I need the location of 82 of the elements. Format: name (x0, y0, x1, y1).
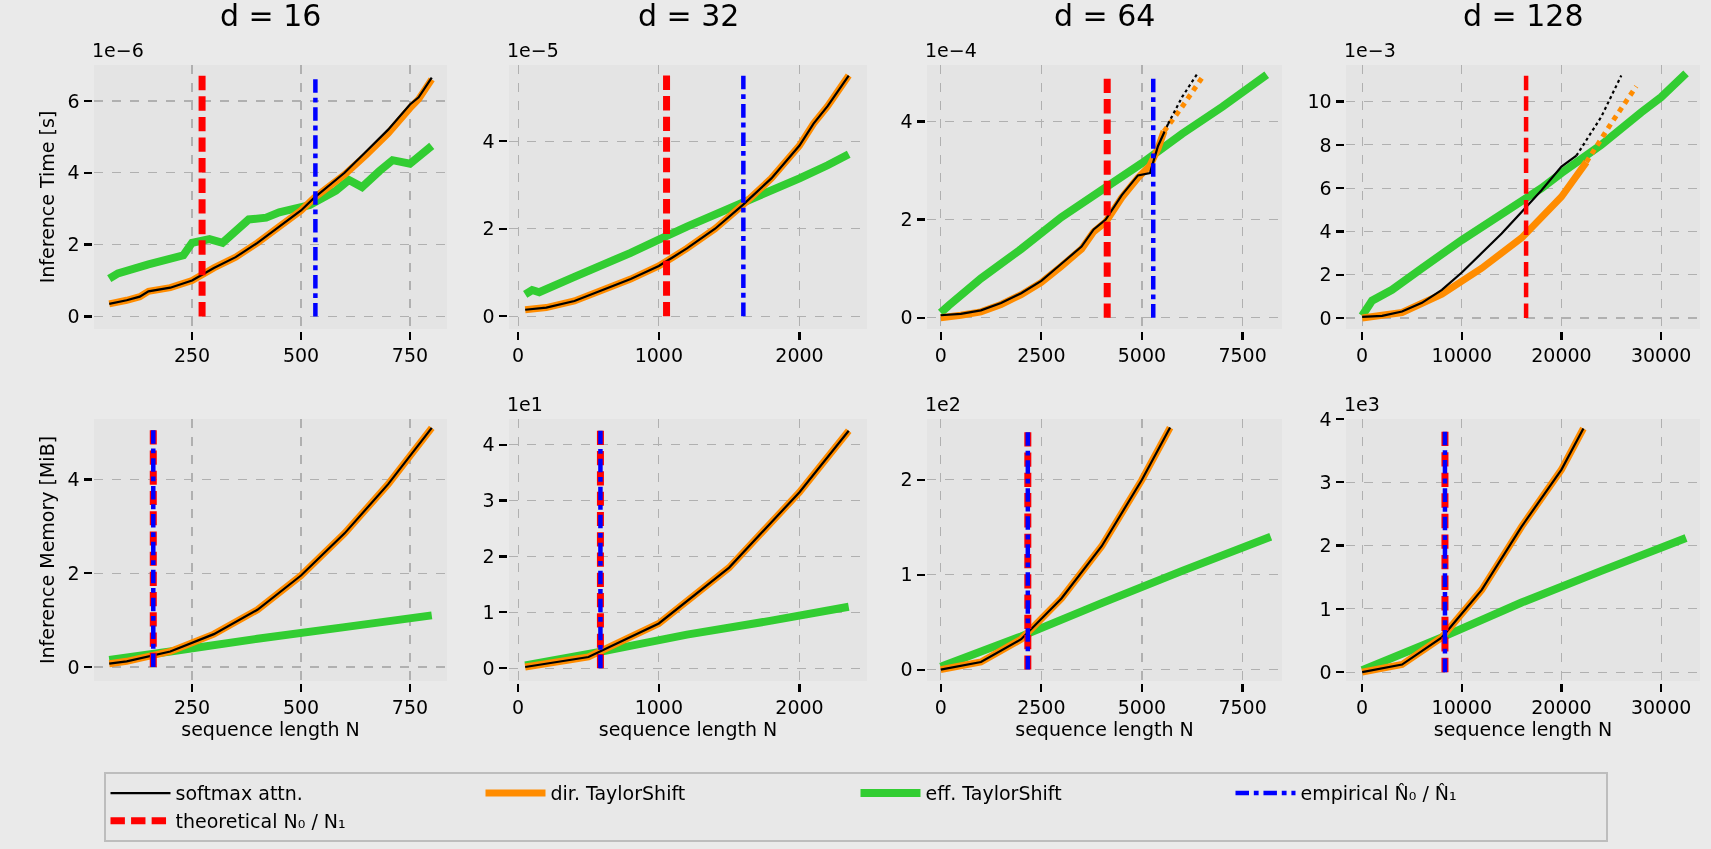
x-tick-label: 20000 (1531, 696, 1592, 719)
y-tick-label: 2 (67, 233, 80, 256)
y-tick-label: 2 (482, 217, 495, 240)
x-tick-label: 0 (512, 344, 525, 367)
x-tick-label: 500 (282, 696, 320, 719)
x-tick-label: 2500 (1017, 696, 1066, 719)
chart-title: d = 16 (220, 0, 322, 33)
y-tick-label: 2 (67, 561, 80, 584)
y-tick-label: 4 (482, 129, 495, 152)
legend-label: empirical N̂₀ / N̂₁ (1300, 782, 1457, 805)
y-tick-label: 0 (67, 655, 80, 678)
x-axis-title: sequence length N (181, 718, 360, 741)
x-tick-label: 30000 (1630, 344, 1692, 367)
x-axis-title: sequence length N (1433, 718, 1613, 741)
x-tick-label: 2500 (1017, 344, 1066, 367)
y-tick-label: 4 (67, 161, 80, 184)
x-axis-title: sequence length N (598, 718, 778, 741)
y-tick-label: 0 (900, 658, 913, 681)
y-tick-label: 6 (1319, 176, 1332, 199)
text: 1e−3 (1344, 39, 1396, 61)
x-tick-label: 10000 (1431, 696, 1493, 719)
text: 1e3 (1344, 393, 1380, 415)
y-tick-label: 0 (482, 656, 495, 679)
x-tick-label: 1000 (634, 344, 683, 367)
y-tick-label: 10 (1307, 90, 1332, 113)
y-tick-label: 2 (900, 468, 913, 491)
y-tick-label: 3 (1319, 470, 1332, 493)
y-tick-label: 4 (1319, 407, 1332, 430)
x-tick-label: 1000 (634, 696, 683, 719)
y-tick-label: 0 (482, 304, 495, 327)
y-tick-label: 2 (900, 208, 913, 231)
x-tick-label: 2000 (775, 344, 824, 367)
x-tick-label: 2000 (775, 696, 824, 719)
x-tick-label: 750 (391, 344, 429, 367)
text: 1e−6 (92, 39, 144, 61)
chart-title: d = 128 (1463, 0, 1584, 33)
y-tick-label: 1 (900, 563, 913, 586)
x-tick-label: 0 (934, 696, 947, 719)
y-tick-label: 8 (1319, 133, 1332, 156)
chart-title: d = 64 (1054, 0, 1156, 33)
x-tick-label: 20000 (1531, 344, 1592, 367)
y-tick-label: 0 (900, 306, 913, 329)
x-tick-label: 250 (173, 344, 211, 367)
x-tick-label: 250 (173, 696, 211, 719)
y-tick-label: 6 (67, 89, 80, 112)
x-tick-label: 0 (934, 344, 947, 367)
text: 1e−5 (507, 39, 559, 61)
x-tick-label: 5000 (1117, 344, 1167, 367)
y-axis-title: Inference Memory [MiB] (36, 435, 59, 665)
x-tick-label: 750 (391, 696, 429, 719)
x-tick-label: 0 (1356, 696, 1369, 719)
x-axis-title: sequence length N (1015, 718, 1194, 741)
y-tick-label: 4 (1319, 220, 1332, 243)
y-tick-label: 0 (1319, 660, 1332, 683)
y-tick-label: 0 (67, 305, 80, 328)
legend-label: eff. TaylorShift (925, 782, 1062, 805)
text: 1e1 (507, 393, 543, 415)
x-tick-label: 7500 (1218, 344, 1267, 367)
y-tick-label: 1 (482, 600, 495, 623)
text: 1e−4 (925, 39, 977, 61)
y-tick-label: 2 (482, 545, 495, 568)
y-tick-label: 4 (67, 468, 80, 491)
x-tick-label: 0 (1356, 344, 1369, 367)
x-tick-label: 7500 (1218, 696, 1267, 719)
y-tick-label: 3 (482, 489, 495, 512)
y-tick-label: 2 (1319, 263, 1332, 286)
legend-label: softmax attn. (175, 782, 303, 805)
y-tick-label: 1 (1319, 597, 1332, 620)
legend-label: theoretical N₀ / N₁ (175, 810, 346, 833)
chart-title: d = 32 (638, 0, 740, 33)
y-tick-label: 4 (482, 433, 495, 456)
x-tick-label: 500 (282, 344, 320, 367)
legend-label: dir. TaylorShift (550, 782, 686, 805)
y-axis-title: Inference Time [s] (36, 110, 59, 284)
x-tick-label: 10000 (1431, 344, 1493, 367)
y-tick-label: 2 (1319, 534, 1332, 557)
y-tick-label: 4 (900, 110, 913, 133)
y-tick-label: 0 (1319, 306, 1332, 329)
text: 1e2 (925, 393, 961, 415)
x-tick-label: 0 (512, 696, 525, 719)
x-tick-label: 30000 (1630, 696, 1692, 719)
x-tick-label: 5000 (1117, 696, 1167, 719)
